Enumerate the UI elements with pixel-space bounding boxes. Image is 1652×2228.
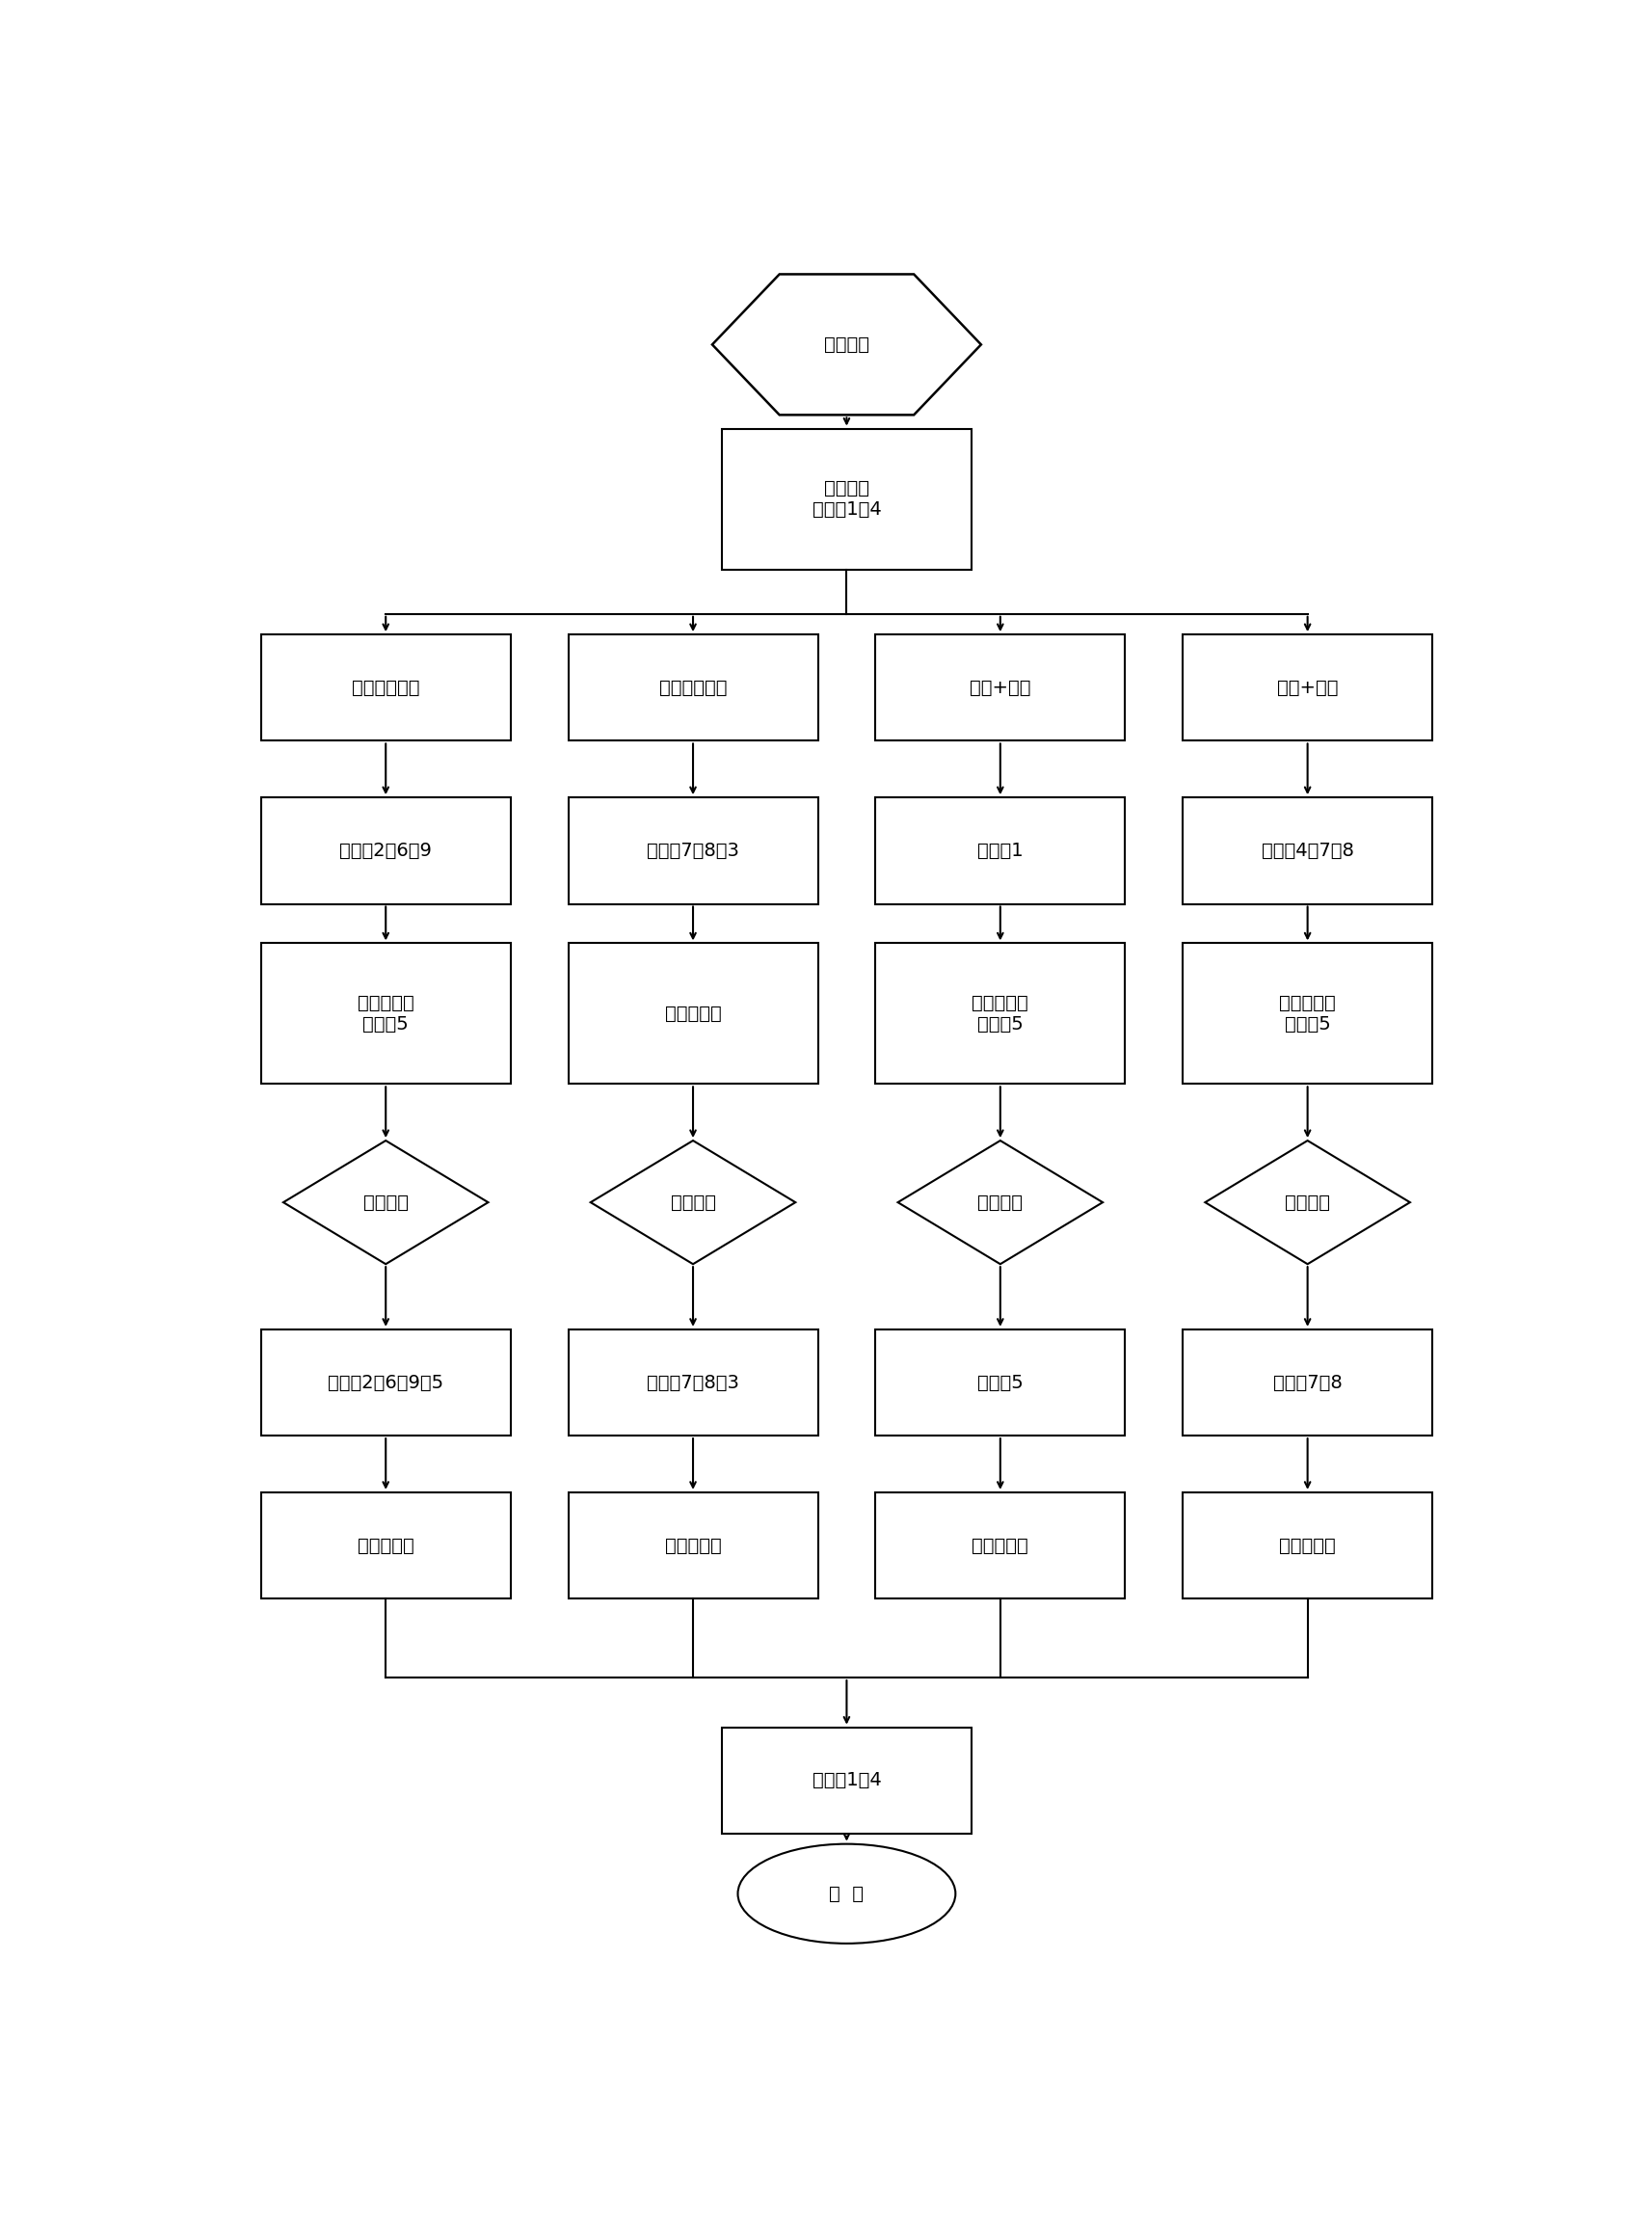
Bar [1183, 1330, 1432, 1435]
Bar [876, 1493, 1125, 1600]
Bar [722, 1727, 971, 1834]
Bar [876, 942, 1125, 1085]
Text: 真空达标: 真空达标 [363, 1194, 408, 1212]
Polygon shape [712, 274, 981, 414]
Bar [1183, 798, 1432, 905]
Text: 关闭真空泵: 关闭真空泵 [971, 1537, 1029, 1555]
Text: 开启锸2、6、9: 开启锸2、6、9 [340, 842, 431, 860]
Text: 空压机后管路: 空压机后管路 [659, 680, 727, 697]
Text: 空压机前管路: 空压机前管路 [352, 680, 420, 697]
Bar [261, 635, 510, 742]
Polygon shape [899, 1141, 1104, 1263]
Text: 设备+管路: 设备+管路 [970, 680, 1031, 697]
Polygon shape [1204, 1141, 1411, 1263]
Bar [876, 798, 1125, 905]
Text: 系统自洁: 系统自洁 [824, 336, 869, 354]
Text: 关闭真空泵: 关闭真空泵 [1279, 1537, 1336, 1555]
Text: 关闭锸7、8、3: 关闭锸7、8、3 [648, 1372, 738, 1392]
Text: 开启锸7、8、3: 开启锸7、8、3 [648, 842, 738, 860]
Ellipse shape [738, 1845, 955, 1943]
Bar [568, 1493, 818, 1600]
Text: 真空达标: 真空达标 [1285, 1194, 1330, 1212]
Text: 开启真空泵
开启锸5: 开启真空泵 开启锸5 [971, 994, 1029, 1034]
Bar [1183, 1493, 1432, 1600]
Bar [1183, 635, 1432, 742]
Bar [722, 428, 971, 570]
Text: 关闭锸5: 关闭锸5 [978, 1372, 1023, 1392]
Bar [568, 798, 818, 905]
Bar [1183, 942, 1432, 1085]
Text: 开启真空泵
开启锸5: 开启真空泵 开启锸5 [357, 994, 415, 1034]
Text: 开启锸4、7、8: 开启锸4、7、8 [1262, 842, 1353, 860]
Bar [568, 635, 818, 742]
Polygon shape [284, 1141, 489, 1263]
Bar [568, 1330, 818, 1435]
Bar [261, 798, 510, 905]
Text: 关闭锸7、8: 关闭锸7、8 [1274, 1372, 1341, 1392]
Text: 关闭真空泵: 关闭真空泵 [664, 1537, 722, 1555]
Bar [876, 1330, 1125, 1435]
Polygon shape [591, 1141, 796, 1263]
Bar [261, 942, 510, 1085]
Text: 真空达标: 真空达标 [671, 1194, 715, 1212]
Text: 锂瓶+管路: 锂瓶+管路 [1277, 680, 1338, 697]
Text: 开启真空泵
开启锸5: 开启真空泵 开启锸5 [1279, 994, 1336, 1034]
Text: 开启真空泵: 开启真空泵 [664, 1005, 722, 1023]
Bar [568, 942, 818, 1085]
Text: 结  束: 结 束 [829, 1885, 864, 1903]
Bar [876, 635, 1125, 742]
Text: 真空达标: 真空达标 [978, 1194, 1023, 1212]
Text: 系统复位
关闭锸1、4: 系统复位 关闭锸1、4 [813, 479, 881, 519]
Text: 开启锸1: 开启锸1 [978, 842, 1023, 860]
Text: 关闭锸2、6、9、5: 关闭锸2、6、9、5 [327, 1372, 444, 1392]
Bar [261, 1330, 510, 1435]
Bar [261, 1493, 510, 1600]
Text: 关闭锸1、4: 关闭锸1、4 [813, 1771, 881, 1789]
Text: 关闭真空泵: 关闭真空泵 [357, 1537, 415, 1555]
